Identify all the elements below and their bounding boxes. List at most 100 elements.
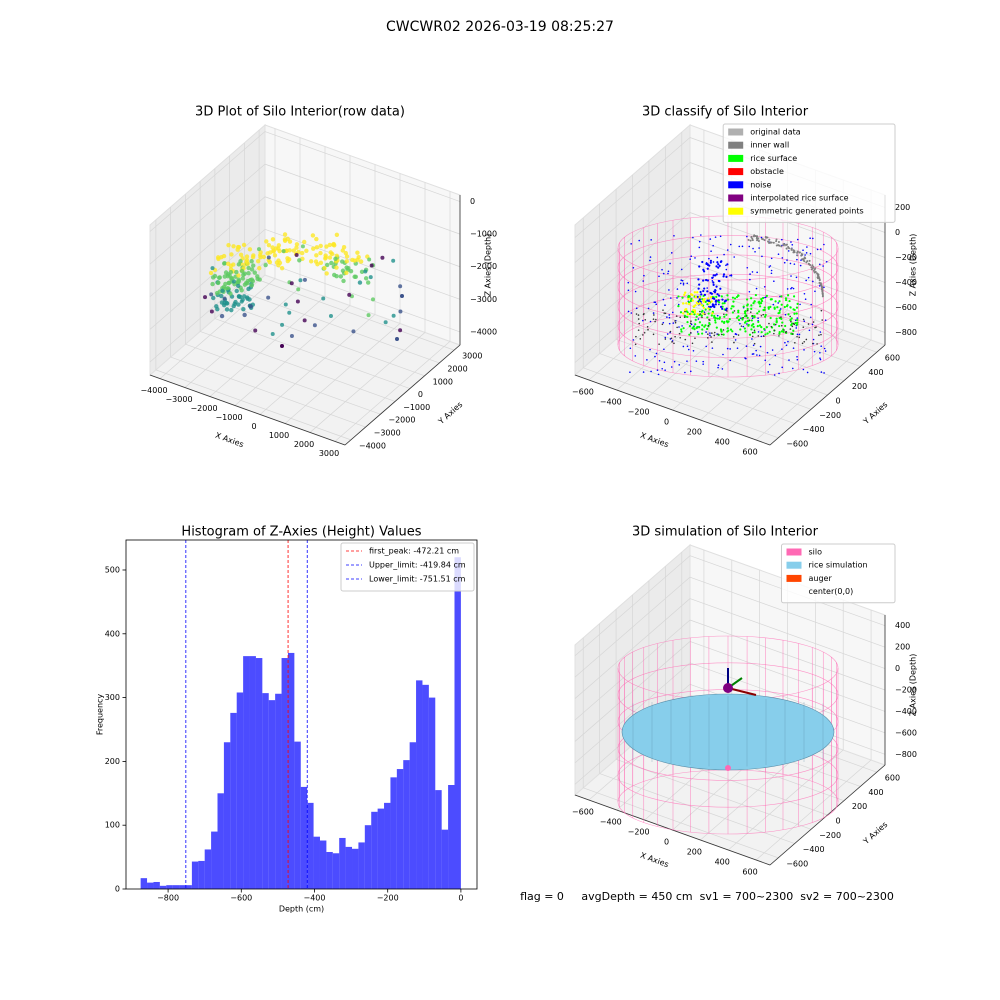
point [695,360,698,362]
point [383,320,388,325]
point [649,348,651,351]
point [768,266,771,268]
point [777,302,779,304]
point [787,313,790,316]
point [745,298,749,301]
point [250,254,256,260]
point [767,240,770,243]
point [814,290,816,293]
point [750,297,753,300]
point [693,291,697,294]
point [398,284,403,289]
point [282,232,288,237]
point [669,262,671,265]
point [790,317,793,320]
point [752,323,755,326]
point [726,298,730,301]
point [295,299,300,304]
point [302,318,307,323]
point [312,323,317,328]
point [739,322,741,325]
point [670,366,673,368]
axis-line [574,374,771,446]
point [789,315,791,318]
point [682,302,685,305]
point [788,359,790,361]
point [642,313,645,316]
point [239,268,245,274]
point [650,370,652,373]
point [812,321,815,323]
point [749,311,752,313]
point [678,326,680,328]
point [395,337,399,341]
legend-label: center(0,0) [809,587,854,596]
point [796,302,799,305]
point [643,331,646,334]
point [752,353,755,355]
x-tick-label: 200 [687,428,702,437]
point [215,306,220,312]
point [787,340,789,343]
point [246,270,251,276]
point [635,307,638,310]
point [668,322,671,325]
point [706,316,709,319]
point [697,278,700,281]
point [391,258,396,263]
point [690,255,693,258]
point [802,259,805,262]
point [802,249,804,251]
point [263,262,268,268]
point [688,312,692,316]
x-tick-label: −400 [304,894,326,903]
point [239,288,244,293]
point [702,360,705,363]
x-tick-label: −200 [377,894,399,903]
point [687,295,690,298]
point [795,312,798,315]
bar [223,742,231,889]
point [270,237,276,242]
point [796,254,799,257]
point [635,313,638,315]
point [344,259,349,264]
point [219,293,224,299]
point [677,303,680,306]
point [744,330,747,333]
point [821,288,824,291]
point [690,312,693,316]
point [287,248,292,253]
point [702,300,705,304]
z-tick-label: 400 [895,621,910,630]
x-tick-label: 200 [687,848,702,857]
point [369,263,374,268]
point [793,263,796,265]
point [703,293,707,296]
point [728,318,731,321]
point [699,290,702,294]
point [294,245,299,250]
point [739,328,742,331]
point [730,307,733,310]
y-tick-label: 100 [105,821,120,830]
point [805,338,808,341]
point [702,306,706,309]
point [819,331,822,333]
point [809,263,812,266]
point [271,249,276,254]
point [682,327,685,330]
y-tick-label: −600 [786,439,808,448]
point [789,328,792,330]
y-tick-label: 600 [885,774,900,783]
bar [179,885,186,889]
x-tick-label: 600 [742,448,757,457]
grid-line [184,287,301,388]
point [750,324,753,327]
point [661,323,664,326]
point [215,280,221,286]
point [717,263,720,266]
point [724,299,728,302]
point [757,239,760,242]
bar [332,853,340,889]
